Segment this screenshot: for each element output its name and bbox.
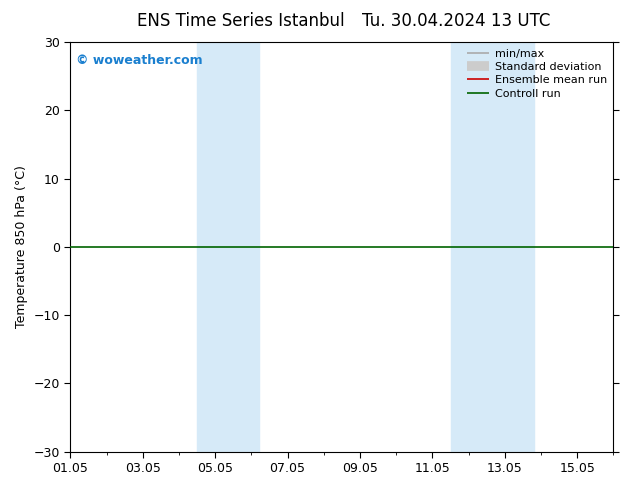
Bar bbox=[197, 42, 259, 452]
Text: ENS Time Series Istanbul: ENS Time Series Istanbul bbox=[137, 12, 345, 30]
Text: © woweather.com: © woweather.com bbox=[76, 54, 202, 67]
Legend: min/max, Standard deviation, Ensemble mean run, Controll run: min/max, Standard deviation, Ensemble me… bbox=[462, 44, 611, 103]
Y-axis label: Temperature 850 hPa (°C): Temperature 850 hPa (°C) bbox=[15, 166, 28, 328]
Text: Tu. 30.04.2024 13 UTC: Tu. 30.04.2024 13 UTC bbox=[362, 12, 551, 30]
Bar bbox=[451, 42, 534, 452]
